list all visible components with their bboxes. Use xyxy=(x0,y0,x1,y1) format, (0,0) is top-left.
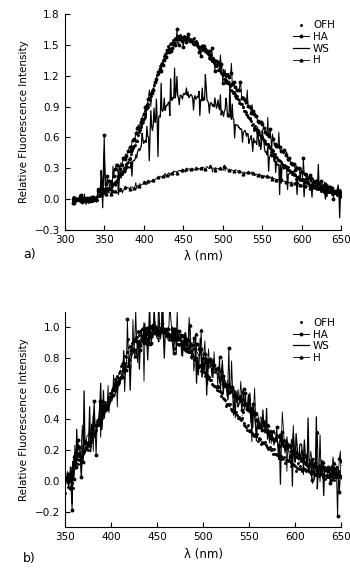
WS xyxy=(343,192,347,199)
WS xyxy=(298,175,302,182)
Y-axis label: Relative Fluorescence Intensity: Relative Fluorescence Intensity xyxy=(19,40,29,203)
OFH xyxy=(119,170,123,177)
WS xyxy=(149,107,153,114)
WS xyxy=(70,500,74,507)
H xyxy=(61,479,65,486)
HA xyxy=(344,466,348,473)
Line: WS: WS xyxy=(73,68,345,218)
WS xyxy=(337,214,342,221)
H xyxy=(149,332,154,339)
HA xyxy=(175,25,179,32)
H xyxy=(175,307,179,314)
WS xyxy=(300,441,304,448)
WS xyxy=(71,199,75,206)
H xyxy=(343,191,347,198)
H xyxy=(318,186,323,193)
WS xyxy=(118,166,122,173)
HA xyxy=(131,347,135,353)
HA xyxy=(239,396,243,403)
WS xyxy=(230,386,235,393)
HA xyxy=(251,401,255,408)
H xyxy=(299,181,303,188)
OFH xyxy=(90,198,94,205)
OFH xyxy=(149,88,154,95)
H xyxy=(119,189,123,196)
OFH xyxy=(132,335,136,342)
HA xyxy=(149,89,154,96)
HA xyxy=(71,199,75,206)
WS xyxy=(61,474,65,481)
WS xyxy=(240,395,244,402)
HA xyxy=(282,146,286,153)
HA xyxy=(61,467,65,474)
Line: OFH: OFH xyxy=(61,324,348,495)
H xyxy=(71,194,75,201)
H xyxy=(222,162,226,169)
HA xyxy=(299,165,303,172)
WS xyxy=(318,186,322,193)
Text: a): a) xyxy=(23,248,36,261)
H xyxy=(239,378,243,385)
Line: H: H xyxy=(62,309,347,516)
WS xyxy=(150,332,154,339)
HA xyxy=(299,455,303,462)
OFH xyxy=(153,322,157,329)
HA xyxy=(298,176,302,183)
HA xyxy=(72,200,76,206)
Y-axis label: Relative Fluorescence Intensity: Relative Fluorescence Intensity xyxy=(19,338,29,501)
HA xyxy=(343,192,347,199)
Line: HA: HA xyxy=(62,298,347,518)
HA xyxy=(230,357,234,364)
OFH xyxy=(300,467,304,474)
Line: WS: WS xyxy=(63,300,346,504)
OFH xyxy=(61,483,65,490)
H xyxy=(251,405,255,412)
Legend: OFH, HA, WS, H: OFH, HA, WS, H xyxy=(292,317,336,364)
OFH xyxy=(150,325,154,332)
OFH xyxy=(282,161,286,168)
WS xyxy=(252,401,256,408)
X-axis label: λ (nm): λ (nm) xyxy=(183,548,223,561)
OFH xyxy=(178,32,182,39)
H xyxy=(131,316,135,323)
WS xyxy=(281,166,286,173)
OFH xyxy=(252,432,256,439)
H xyxy=(344,441,348,447)
Line: OFH: OFH xyxy=(71,34,347,203)
Legend: OFH, HA, WS, H: OFH, HA, WS, H xyxy=(292,19,336,66)
H xyxy=(282,178,286,185)
H xyxy=(230,382,234,389)
X-axis label: λ (nm): λ (nm) xyxy=(183,250,223,263)
OFH xyxy=(230,406,235,413)
OFH xyxy=(299,177,303,184)
OFH xyxy=(240,414,244,421)
H xyxy=(343,511,347,518)
H xyxy=(298,182,302,189)
Line: H: H xyxy=(71,164,346,202)
Text: b): b) xyxy=(23,552,36,565)
WS xyxy=(297,175,301,182)
Line: HA: HA xyxy=(71,27,346,204)
HA xyxy=(157,296,161,303)
OFH xyxy=(71,195,75,202)
HA xyxy=(318,177,323,184)
HA xyxy=(149,339,154,346)
HA xyxy=(119,160,123,166)
WS xyxy=(132,349,136,356)
WS xyxy=(344,453,348,460)
OFH xyxy=(344,473,348,480)
OFH xyxy=(343,191,347,198)
WS xyxy=(173,64,177,71)
H xyxy=(91,197,95,204)
WS xyxy=(160,297,164,304)
H xyxy=(149,178,154,185)
OFH xyxy=(63,490,67,497)
OFH xyxy=(298,177,302,184)
HA xyxy=(335,513,340,520)
H xyxy=(299,457,303,463)
OFH xyxy=(318,187,323,194)
